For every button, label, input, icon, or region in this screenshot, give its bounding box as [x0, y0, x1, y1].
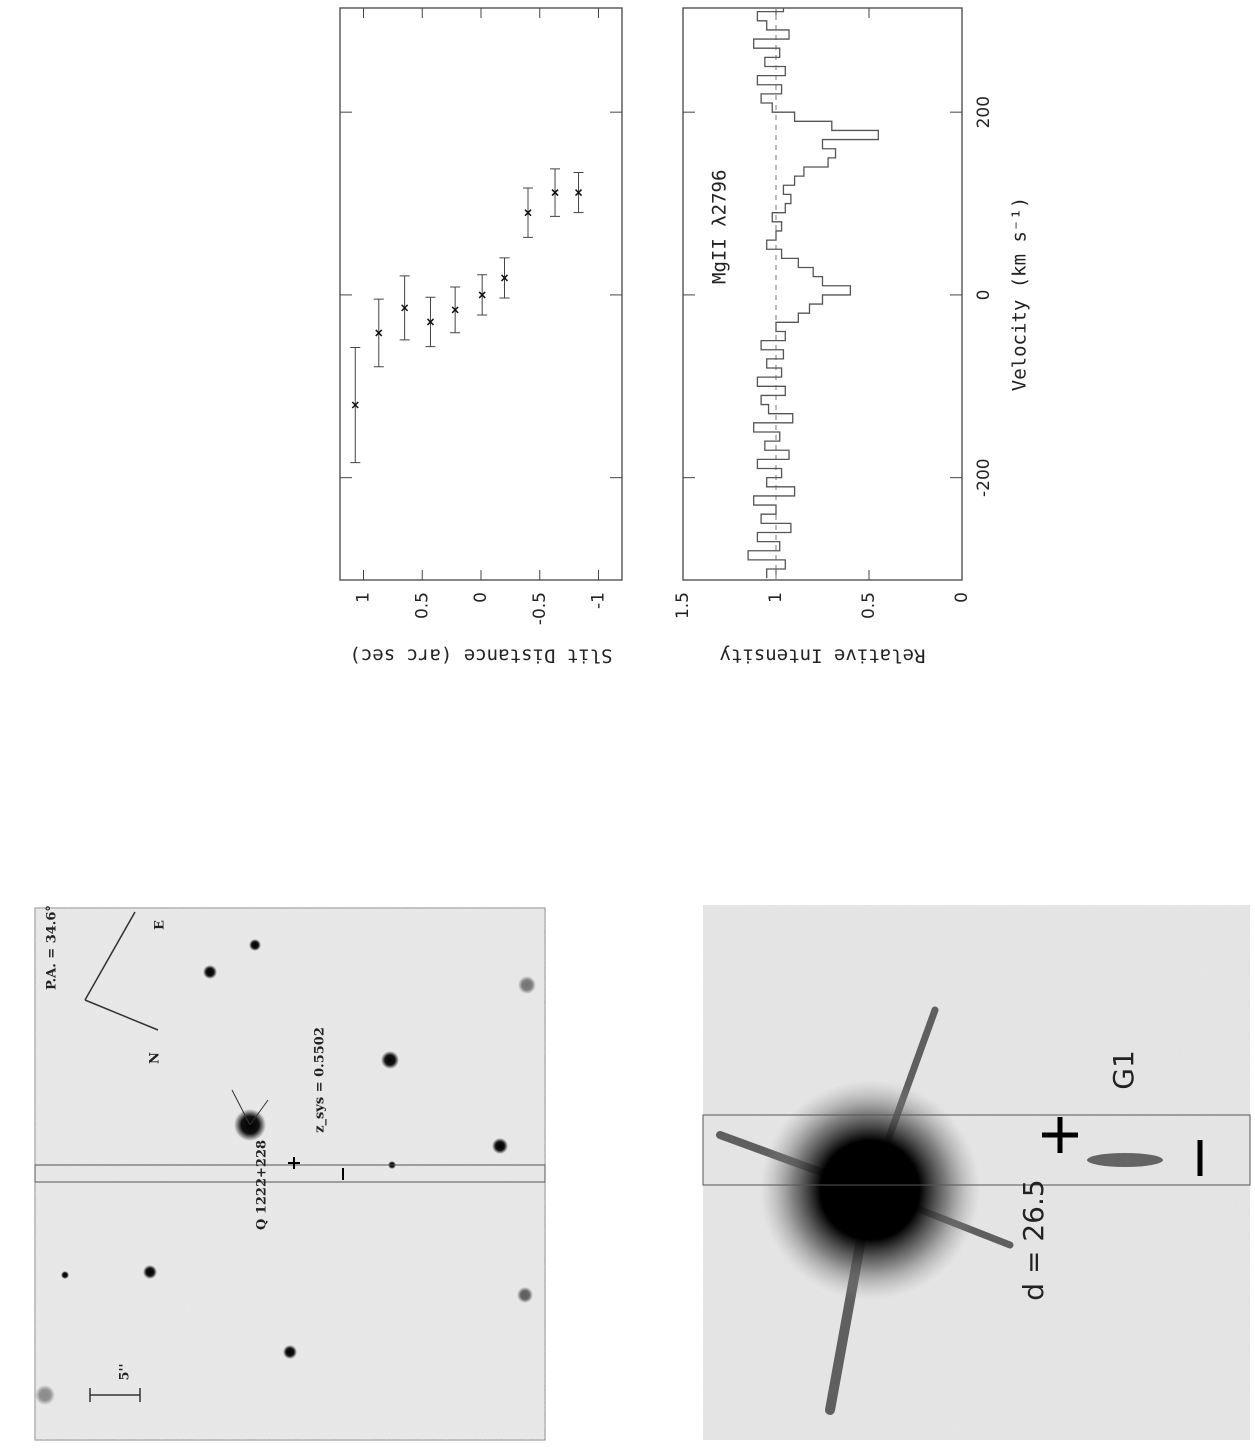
y-tick-label: -1: [589, 592, 609, 609]
x-tick-label: -200: [974, 458, 994, 497]
y-tick-label: 0: [952, 592, 972, 603]
spectrum: [748, 8, 878, 578]
image-label: N: [148, 1052, 163, 1064]
sky-image-zoom: d = 26.5 G1: [703, 905, 1250, 1440]
y-tick-label: 0.5: [412, 592, 432, 619]
image-label: G1: [1107, 1050, 1140, 1090]
page: {"chart_data": [ {"type": "errorbar", "y…: [0, 0, 1255, 1449]
y-axis-title: Slit Distance (arc sec): [349, 645, 612, 667]
y-tick-label: 1: [354, 592, 374, 603]
velocity-charts: 1 0.5 0 -0.5 -1 Slit Distance (arc sec) 1.5 1 0.…: [340, 8, 1031, 667]
x-axis-title: Velocity (km s⁻¹): [1009, 197, 1031, 391]
y-axis-title: Relative Intensity: [720, 645, 926, 667]
y-tick-label: -0.5: [530, 592, 550, 625]
image-label: P.A. = 34.6°: [45, 905, 60, 990]
y-tick-label: 1.5: [673, 592, 693, 619]
image-label: z_sys = 0.5502: [313, 1027, 328, 1133]
sky-image-wide: P.A. = 34.6° E N 5'' Q 1222+228 z_sys = …: [35, 905, 545, 1440]
y-tick-label: 0.5: [859, 592, 879, 619]
x-tick-label: 0: [974, 289, 994, 300]
image-label: E: [153, 920, 168, 930]
plot-frame: [683, 8, 962, 580]
y-tick-label: 0: [471, 592, 491, 603]
figure: P.A. = 34.6° E N 5'' Q 1222+228 z_sys = …: [0, 0, 1255, 1445]
image-label: Q 1222+228: [255, 1140, 270, 1230]
image-label: d = 26.5: [1017, 1179, 1050, 1300]
y-tick-label: 1: [766, 592, 786, 603]
x-tick-label: 200: [974, 96, 994, 128]
image-label: 5'': [118, 1363, 133, 1380]
annotation: MgII λ2796: [709, 170, 731, 284]
